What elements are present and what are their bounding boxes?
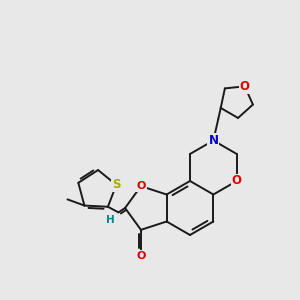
- Text: N: N: [208, 134, 218, 147]
- Text: S: S: [112, 178, 121, 191]
- Text: O: O: [232, 175, 242, 188]
- Text: O: O: [136, 181, 146, 191]
- Text: H: H: [106, 215, 115, 225]
- Text: O: O: [136, 251, 146, 261]
- Text: O: O: [240, 80, 250, 93]
